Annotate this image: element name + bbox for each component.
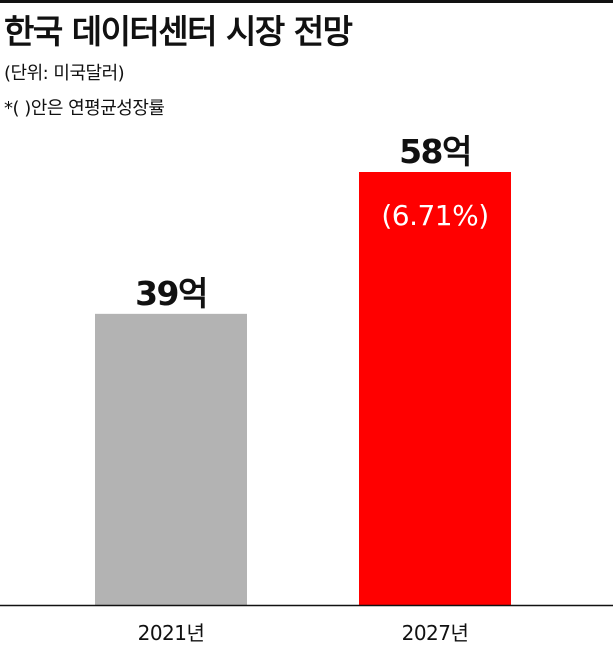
unit-note: (단위: 미국달러)	[4, 63, 125, 84]
category-label-2027년: 2027년	[402, 621, 469, 645]
bar-2027년	[359, 172, 511, 605]
growth-rate-label: (6.71%)	[381, 199, 488, 232]
category-label-2021년: 2021년	[138, 621, 205, 645]
value-label-2021년: 39억	[135, 274, 207, 313]
bar-2021년	[95, 313, 247, 605]
value-label-2027년: 58억	[399, 132, 471, 171]
top-rule	[0, 0, 613, 3]
growth-rate-note: *( )안은 연평균성장률	[4, 98, 165, 119]
chart-title: 한국 데이터센터 시장 전망	[4, 12, 353, 51]
